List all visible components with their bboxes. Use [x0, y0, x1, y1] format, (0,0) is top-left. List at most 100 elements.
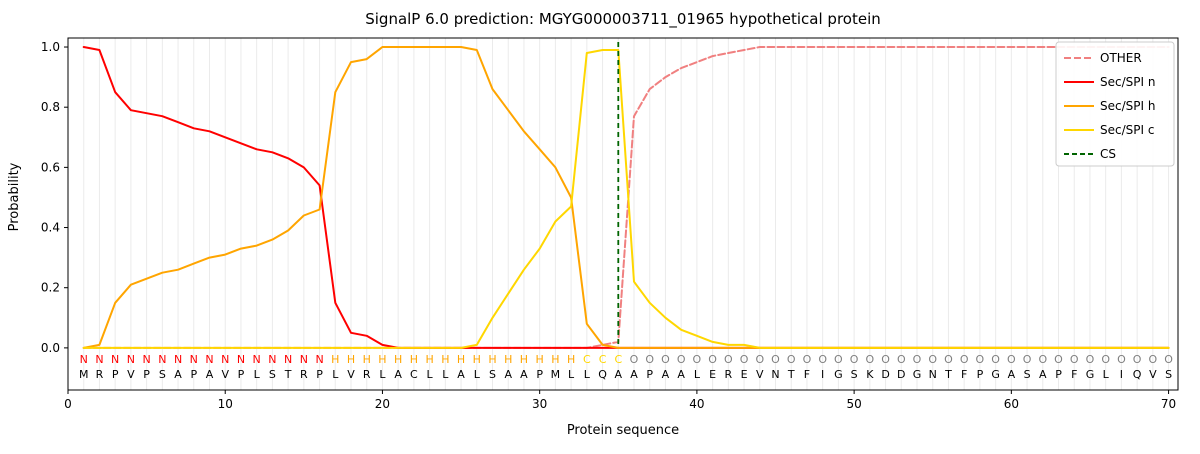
svg-text:O: O — [818, 353, 827, 366]
svg-text:I: I — [1120, 368, 1123, 381]
sequence-letter-rows: NMNRNPNVNPNSNANPNANVNPNLNSNTNRNPHLHVHRHL… — [79, 353, 1173, 381]
legend-item-sec-spi-n: Sec/SPI n — [1064, 75, 1155, 89]
svg-text:O: O — [913, 353, 922, 366]
svg-text:S: S — [269, 368, 276, 381]
svg-text:N: N — [158, 353, 166, 366]
svg-text:F: F — [804, 368, 810, 381]
svg-text:A: A — [662, 368, 670, 381]
svg-text:S: S — [1165, 368, 1172, 381]
svg-text:O: O — [708, 353, 717, 366]
svg-text:N: N — [300, 353, 308, 366]
svg-text:A: A — [520, 368, 528, 381]
svg-text:H: H — [331, 353, 339, 366]
svg-text:N: N — [95, 353, 103, 366]
svg-text:V: V — [347, 368, 355, 381]
svg-text:0.6: 0.6 — [41, 160, 60, 174]
svg-text:H: H — [363, 353, 371, 366]
svg-text:O: O — [897, 353, 906, 366]
svg-text:N: N — [142, 353, 150, 366]
svg-text:V: V — [221, 368, 229, 381]
svg-text:A: A — [206, 368, 214, 381]
svg-text:R: R — [725, 368, 733, 381]
svg-text:A: A — [630, 368, 638, 381]
svg-text:O: O — [724, 353, 733, 366]
svg-text:40: 40 — [689, 397, 704, 411]
svg-text:G: G — [1086, 368, 1095, 381]
svg-text:N: N — [253, 353, 261, 366]
svg-text:L: L — [379, 368, 386, 381]
legend-label-other: OTHER — [1100, 51, 1142, 65]
svg-text:S: S — [1024, 368, 1031, 381]
svg-text:P: P — [316, 368, 323, 381]
svg-text:O: O — [944, 353, 953, 366]
svg-text:A: A — [394, 368, 402, 381]
svg-text:G: G — [913, 368, 922, 381]
svg-text:20: 20 — [375, 397, 390, 411]
svg-text:S: S — [489, 368, 496, 381]
svg-text:R: R — [96, 368, 104, 381]
svg-text:0.4: 0.4 — [41, 221, 60, 235]
svg-text:V: V — [1149, 368, 1157, 381]
svg-text:L: L — [584, 368, 591, 381]
svg-text:F: F — [1071, 368, 1077, 381]
svg-text:H: H — [457, 353, 465, 366]
svg-text:H: H — [504, 353, 512, 366]
svg-text:D: D — [897, 368, 905, 381]
svg-text:0.2: 0.2 — [41, 281, 60, 295]
svg-text:O: O — [928, 353, 937, 366]
svg-text:O: O — [991, 353, 1000, 366]
svg-text:50: 50 — [846, 397, 861, 411]
chart-title: SignalP 6.0 prediction: MGYG000003711_01… — [365, 10, 881, 29]
legend-item-cs: CS — [1064, 147, 1116, 161]
legend-label-sec-spi-n: Sec/SPI n — [1100, 75, 1155, 89]
svg-text:A: A — [504, 368, 512, 381]
svg-text:P: P — [646, 368, 653, 381]
svg-text:O: O — [1007, 353, 1016, 366]
svg-text:P: P — [143, 368, 150, 381]
svg-text:T: T — [284, 368, 292, 381]
svg-text:N: N — [80, 353, 88, 366]
svg-text:P: P — [1055, 368, 1062, 381]
svg-text:O: O — [740, 353, 749, 366]
svg-text:N: N — [127, 353, 135, 366]
svg-text:H: H — [378, 353, 386, 366]
svg-text:O: O — [1164, 353, 1173, 366]
svg-text:L: L — [568, 368, 575, 381]
svg-text:H: H — [536, 353, 544, 366]
svg-text:N: N — [284, 353, 292, 366]
svg-text:A: A — [457, 368, 465, 381]
svg-text:O: O — [661, 353, 670, 366]
svg-text:N: N — [205, 353, 213, 366]
svg-text:T: T — [787, 368, 795, 381]
svg-text:H: H — [488, 353, 496, 366]
legend-item-sec-spi-c: Sec/SPI c — [1064, 123, 1154, 137]
svg-text:A: A — [174, 368, 182, 381]
legend-label-sec-spi-h: Sec/SPI h — [1100, 99, 1155, 113]
svg-text:L: L — [427, 368, 434, 381]
svg-text:L: L — [694, 368, 701, 381]
svg-text:Q: Q — [1133, 368, 1142, 381]
svg-text:N: N — [190, 353, 198, 366]
svg-text:R: R — [300, 368, 308, 381]
svg-text:C: C — [583, 353, 591, 366]
svg-text:H: H — [520, 353, 528, 366]
svg-text:E: E — [741, 368, 748, 381]
svg-text:N: N — [315, 353, 323, 366]
svg-text:O: O — [1133, 353, 1142, 366]
svg-text:O: O — [755, 353, 764, 366]
svg-text:O: O — [1101, 353, 1110, 366]
svg-text:S: S — [159, 368, 166, 381]
svg-text:O: O — [1038, 353, 1047, 366]
svg-text:P: P — [190, 368, 197, 381]
svg-text:S: S — [851, 368, 858, 381]
svg-text:O: O — [850, 353, 859, 366]
svg-text:M: M — [551, 368, 561, 381]
svg-text:L: L — [1103, 368, 1110, 381]
svg-text:L: L — [254, 368, 261, 381]
legend-item-other: OTHER — [1064, 51, 1142, 65]
svg-text:O: O — [1054, 353, 1063, 366]
svg-text:V: V — [127, 368, 135, 381]
svg-text:P: P — [112, 368, 119, 381]
svg-text:I: I — [821, 368, 824, 381]
svg-text:E: E — [709, 368, 716, 381]
